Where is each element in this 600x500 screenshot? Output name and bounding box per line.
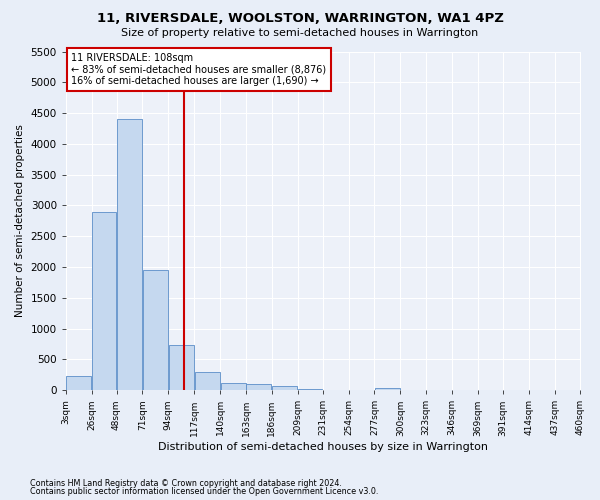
Bar [194,372,220,390]
Text: Contains public sector information licensed under the Open Government Licence v3: Contains public sector information licen… [30,487,379,496]
Bar [117,119,142,390]
Text: Size of property relative to semi-detached houses in Warrington: Size of property relative to semi-detach… [121,28,479,38]
Bar [66,376,91,390]
Bar [298,388,322,390]
Bar [143,270,168,390]
Bar [169,345,194,390]
Text: 11, RIVERSDALE, WOOLSTON, WARRINGTON, WA1 4PZ: 11, RIVERSDALE, WOOLSTON, WARRINGTON, WA… [97,12,503,26]
Bar [92,212,116,390]
X-axis label: Distribution of semi-detached houses by size in Warrington: Distribution of semi-detached houses by … [158,442,488,452]
Bar [272,386,298,390]
Bar [247,384,271,390]
Bar [375,388,400,390]
Text: 11 RIVERSDALE: 108sqm
← 83% of semi-detached houses are smaller (8,876)
16% of s: 11 RIVERSDALE: 108sqm ← 83% of semi-deta… [71,52,326,86]
Y-axis label: Number of semi-detached properties: Number of semi-detached properties [15,124,25,318]
Text: Contains HM Land Registry data © Crown copyright and database right 2024.: Contains HM Land Registry data © Crown c… [30,478,342,488]
Bar [221,383,245,390]
